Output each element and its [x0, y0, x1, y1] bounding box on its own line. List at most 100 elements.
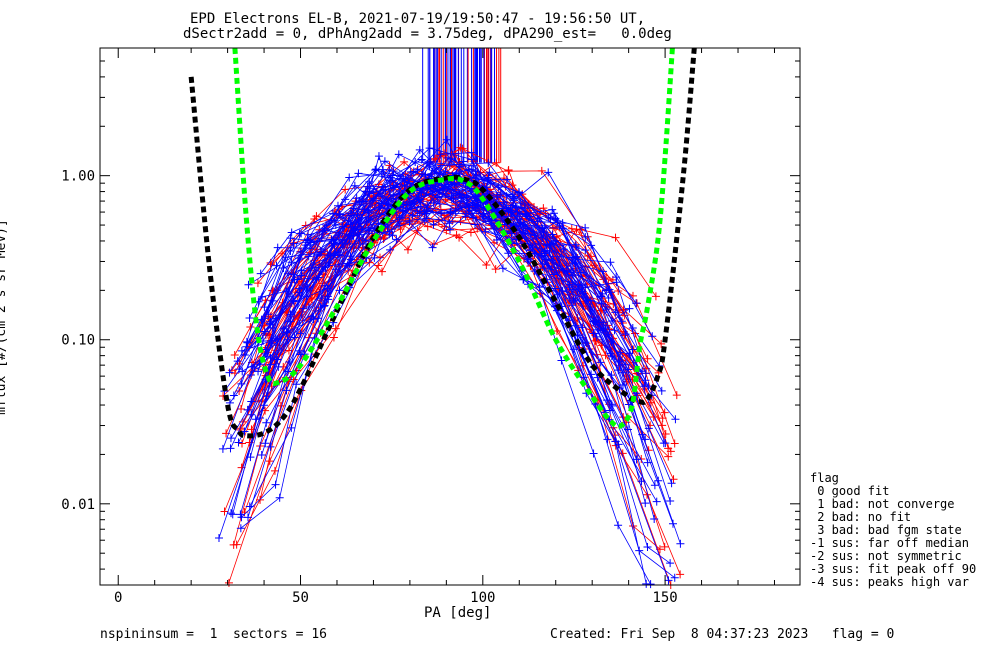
data-point: [247, 397, 256, 406]
data-point: [261, 296, 270, 305]
distribution-curve: [244, 217, 658, 502]
data-point: [606, 349, 615, 358]
data-point: [553, 290, 562, 299]
data-point: [589, 449, 598, 458]
distribution-curve: [244, 167, 671, 502]
data-point: [538, 259, 547, 268]
data-point: [358, 197, 367, 206]
data-point: [503, 175, 511, 184]
data-point: [498, 264, 507, 273]
data-point: [660, 542, 669, 551]
data-point: [644, 382, 653, 391]
data-point: [355, 235, 364, 244]
data-point: [669, 475, 678, 484]
data-point: [385, 165, 394, 174]
data-point: [230, 351, 239, 360]
data-point: [467, 155, 476, 164]
plot-frame: [99, 47, 801, 586]
legend-item: 0 good fit: [810, 484, 890, 498]
data-point: [275, 493, 284, 502]
data-point: [317, 267, 326, 276]
data-point: [329, 333, 338, 342]
data-point: [422, 214, 431, 223]
data-point: [456, 197, 465, 206]
x-tick-label: 100: [470, 590, 495, 606]
data-point: [565, 283, 574, 292]
data-point: [296, 350, 305, 359]
data-point: [339, 213, 348, 222]
spike-lines: [422, 48, 502, 163]
data-point: [578, 289, 587, 298]
blue-series-curves: [214, 135, 685, 589]
data-point: [345, 173, 354, 182]
data-point: [287, 228, 296, 237]
data-point: [458, 144, 467, 153]
data-point: [297, 266, 306, 275]
data-point: [492, 158, 501, 167]
data-point: [502, 192, 511, 201]
data-point: [672, 391, 681, 400]
fit-curve: [188, 47, 697, 439]
data-point: [538, 224, 547, 233]
data-point: [314, 314, 323, 323]
data-point: [410, 200, 419, 209]
data-point: [236, 524, 245, 533]
data-point: [607, 371, 616, 380]
data-point: [254, 367, 263, 376]
data-point: [236, 510, 245, 519]
data-point: [270, 466, 279, 475]
data-point: [308, 312, 317, 321]
data-point: [260, 303, 269, 312]
data-point: [667, 479, 676, 488]
data-point: [356, 219, 365, 228]
data-point: [606, 406, 615, 415]
data-point: [392, 235, 401, 244]
data-point: [420, 209, 429, 218]
data-point: [528, 243, 537, 252]
legend-item: -2 sus: not symmetric: [810, 549, 962, 563]
data-point: [469, 161, 478, 170]
data-point: [244, 280, 253, 289]
data-point: [444, 153, 453, 162]
data-point: [435, 199, 444, 208]
data-point: [237, 379, 246, 388]
data-point: [611, 437, 620, 446]
data-point: [253, 279, 262, 288]
data-point: [233, 357, 242, 366]
data-point: [369, 194, 378, 203]
data-point: [557, 356, 566, 365]
legend-item: 2 bad: no fit: [810, 510, 912, 524]
data-point: [380, 157, 389, 166]
legend-item: -4 sus: peaks high var: [810, 575, 969, 589]
data-point: [650, 514, 659, 523]
data-point: [335, 231, 344, 240]
data-point: [517, 203, 526, 212]
data-point: [227, 509, 236, 518]
data-point: [519, 220, 528, 229]
data-point: [265, 319, 274, 328]
data-point: [479, 212, 488, 221]
x-tick-label: 50: [292, 590, 309, 606]
data-point: [295, 229, 304, 238]
data-point: [283, 328, 292, 337]
data-point: [286, 247, 295, 256]
data-point: [589, 329, 598, 338]
data-point: [602, 305, 611, 314]
data-point: [611, 308, 620, 317]
data-point: [362, 236, 370, 245]
chart-title-line-2: dSectr2add = 0, dPhAng2add = 3.75deg, dP…: [183, 26, 672, 42]
data-point: [446, 225, 455, 234]
data-point: [255, 360, 264, 369]
data-point: [542, 241, 551, 250]
data-point: [261, 439, 270, 448]
data-point: [612, 273, 621, 282]
data-point: [279, 263, 288, 272]
data-point: [537, 166, 546, 175]
distribution-curve: [246, 147, 666, 444]
footer-right-info: Created: Fri Sep 8 04:37:23 2023 flag = …: [550, 627, 895, 642]
data-point: [438, 184, 447, 193]
data-point: [298, 304, 307, 313]
data-point: [535, 214, 544, 223]
data-point: [510, 192, 519, 201]
